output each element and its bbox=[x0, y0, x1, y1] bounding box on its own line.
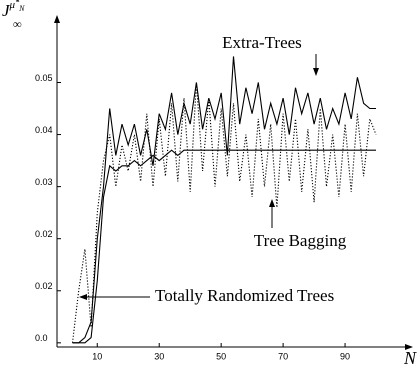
y-label-sub: ∞ bbox=[13, 17, 22, 31]
series-label: Extra-Trees bbox=[222, 33, 302, 52]
y-label-main: J bbox=[2, 1, 11, 20]
y-tick-label: 0.03 bbox=[35, 177, 53, 187]
x-tick-label: 30 bbox=[154, 351, 164, 361]
series-line bbox=[72, 56, 376, 344]
y-tick-label: 0.0 bbox=[35, 333, 48, 343]
x-tick-label: 10 bbox=[92, 351, 102, 361]
y-label-sup-sub: N bbox=[18, 4, 25, 13]
x-axis-label: N bbox=[403, 348, 417, 368]
x-tick-label: 50 bbox=[216, 351, 226, 361]
y-label-sup-sup: * bbox=[15, 0, 19, 6]
series-line bbox=[72, 149, 376, 344]
x-tick-label: 90 bbox=[340, 351, 350, 361]
series-label: Tree Bagging bbox=[254, 231, 347, 250]
y-tick-label: 0.02 bbox=[35, 229, 53, 239]
y-label-sup: μ̂ bbox=[9, 0, 21, 11]
y-tick-label: 0.02 bbox=[35, 281, 53, 291]
x-tick-label: 70 bbox=[278, 351, 288, 361]
series-label: Totally Randomized Trees bbox=[155, 286, 334, 305]
y-tick-label: 0.05 bbox=[35, 73, 53, 83]
y-axis-label: Jμ̂*N ∞ bbox=[2, 0, 25, 31]
series-line bbox=[71, 82, 377, 343]
y-tick-label: 0.04 bbox=[35, 125, 53, 135]
